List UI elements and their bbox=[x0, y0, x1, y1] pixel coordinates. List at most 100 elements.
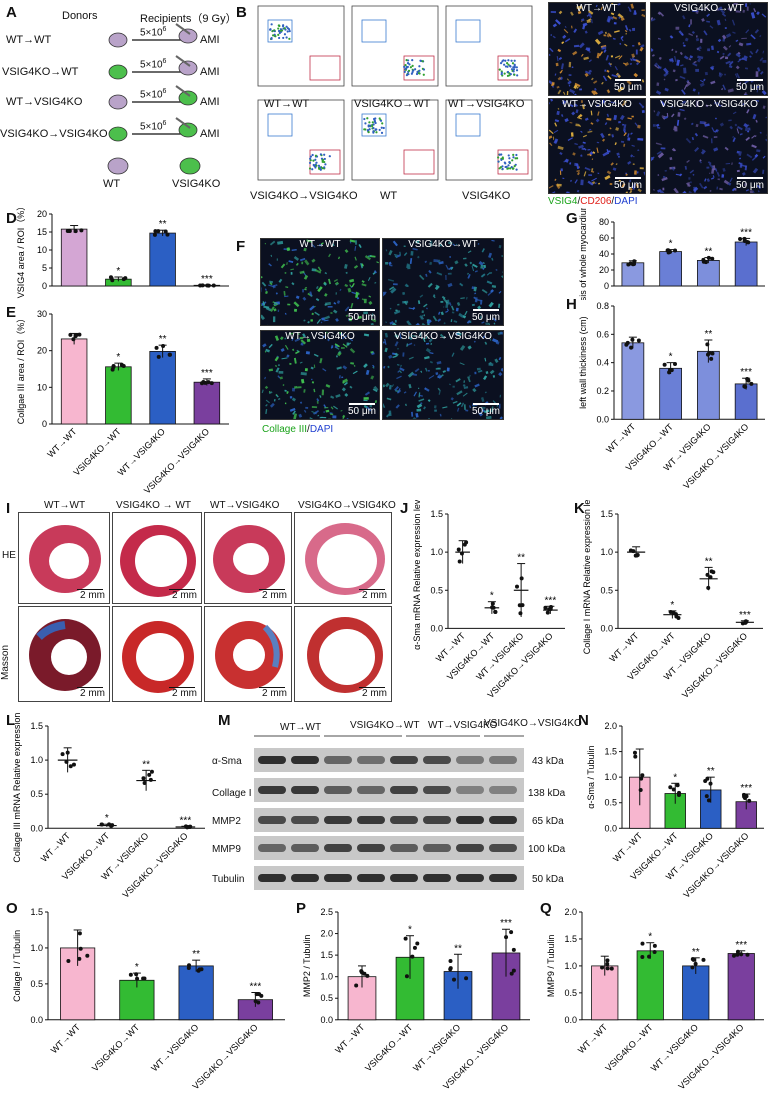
micro-speck bbox=[442, 297, 448, 304]
micro-speck bbox=[495, 340, 500, 345]
flow-event-dot bbox=[502, 59, 505, 62]
micro-speck bbox=[491, 257, 494, 261]
micro-speck bbox=[578, 144, 584, 149]
micro-speck bbox=[739, 82, 742, 86]
micro-speck bbox=[669, 157, 673, 161]
micro-speck bbox=[394, 319, 397, 323]
flow-event-dot bbox=[372, 130, 375, 133]
micro-speck bbox=[324, 272, 328, 275]
data-point bbox=[457, 559, 462, 564]
y-tick-label: 0.5 bbox=[604, 798, 617, 808]
panel-letter-p: P bbox=[296, 900, 307, 917]
y-axis-label: Collgae III area / ROI（%） bbox=[16, 314, 26, 425]
bar bbox=[727, 953, 755, 1021]
micro-speck bbox=[286, 247, 291, 252]
micro-speck bbox=[416, 255, 420, 259]
micro-speck bbox=[450, 266, 454, 270]
micro-speck bbox=[395, 389, 399, 393]
micro-speck bbox=[392, 355, 397, 359]
micro-speck bbox=[471, 303, 475, 307]
micro-speck bbox=[502, 271, 503, 274]
micro-speck bbox=[732, 137, 736, 143]
micro-speck bbox=[317, 266, 322, 272]
i-title-2: VSIG4KO → WT bbox=[116, 500, 192, 511]
micro-speck bbox=[688, 33, 694, 37]
data-point bbox=[647, 954, 652, 959]
significance-label: ** bbox=[705, 556, 713, 567]
micro-speck bbox=[314, 411, 317, 415]
significance-label: ** bbox=[159, 334, 167, 345]
micro-speck bbox=[604, 174, 611, 181]
micro-texture bbox=[651, 100, 767, 193]
micro-speck bbox=[579, 88, 583, 91]
micro-speck bbox=[324, 407, 329, 409]
wb-band bbox=[390, 786, 418, 794]
micro-speck bbox=[625, 33, 627, 35]
micro-speck bbox=[480, 264, 484, 269]
micro-speck bbox=[603, 49, 607, 53]
flow-event-dot bbox=[412, 69, 415, 72]
micro-speck bbox=[606, 113, 610, 117]
flow-event-dot bbox=[371, 124, 374, 128]
micro-speck bbox=[449, 302, 452, 306]
panel-f-legend: Collage III/DAPI bbox=[262, 424, 334, 435]
data-point bbox=[78, 946, 83, 951]
micro-speck bbox=[716, 171, 720, 177]
wb-band bbox=[324, 816, 352, 824]
micro-speck bbox=[559, 69, 563, 74]
micro-speck bbox=[689, 55, 693, 59]
micro-speck bbox=[631, 144, 635, 147]
flow-event-dot bbox=[507, 154, 510, 157]
micro-speck bbox=[450, 418, 453, 419]
micro-speck bbox=[681, 89, 686, 95]
micro-speck bbox=[449, 383, 451, 386]
micro-speck bbox=[432, 295, 436, 299]
flow-event-dot bbox=[405, 59, 408, 62]
micro-speck bbox=[633, 72, 639, 78]
wb-band bbox=[456, 786, 484, 794]
gate-upper-left bbox=[455, 113, 481, 137]
micro-speck bbox=[407, 264, 411, 270]
micro-speck bbox=[413, 344, 416, 346]
micro-speck bbox=[265, 408, 268, 415]
wb-band bbox=[258, 756, 286, 764]
micro-speck bbox=[349, 317, 352, 322]
micro-speck bbox=[327, 306, 333, 308]
y-tick-label: 60 bbox=[599, 233, 609, 243]
micro-speck bbox=[590, 122, 594, 125]
micro-speck bbox=[592, 151, 596, 155]
micro-speck bbox=[453, 320, 458, 323]
flow-event-dot bbox=[509, 167, 512, 170]
micro-speck bbox=[580, 179, 584, 186]
significance-label: ** bbox=[704, 329, 712, 340]
data-point bbox=[77, 332, 82, 337]
micro-speck bbox=[501, 255, 503, 257]
micro-speck bbox=[725, 60, 731, 65]
micro-speck bbox=[363, 363, 368, 368]
micro-speck bbox=[374, 400, 378, 404]
micro-speck bbox=[583, 56, 589, 61]
recipient-mouse-icon bbox=[178, 28, 198, 44]
micro-speck bbox=[614, 142, 617, 146]
micro-speck bbox=[588, 69, 592, 73]
micro-speck bbox=[651, 54, 655, 57]
micro-speck bbox=[728, 65, 733, 69]
micro-speck bbox=[384, 332, 389, 338]
y-tick-label: 15 bbox=[37, 227, 47, 237]
i-title-1: WT→WT bbox=[44, 500, 86, 511]
micro-speck bbox=[418, 392, 421, 398]
micro-speck bbox=[571, 66, 574, 69]
micro-speck bbox=[718, 103, 722, 107]
micro-speck bbox=[488, 322, 491, 325]
micro-speck bbox=[610, 63, 612, 65]
micro-speck bbox=[591, 177, 597, 182]
micro-speck bbox=[445, 310, 449, 313]
flow-cytometry-plots bbox=[257, 5, 533, 181]
micro-speck bbox=[492, 375, 496, 378]
micro-speck bbox=[284, 337, 287, 340]
micro-speck bbox=[621, 101, 627, 107]
micro-speck bbox=[610, 55, 614, 58]
micro-speck bbox=[299, 336, 304, 340]
donor-mouse-icon bbox=[108, 126, 128, 142]
micro-speck bbox=[269, 281, 273, 286]
